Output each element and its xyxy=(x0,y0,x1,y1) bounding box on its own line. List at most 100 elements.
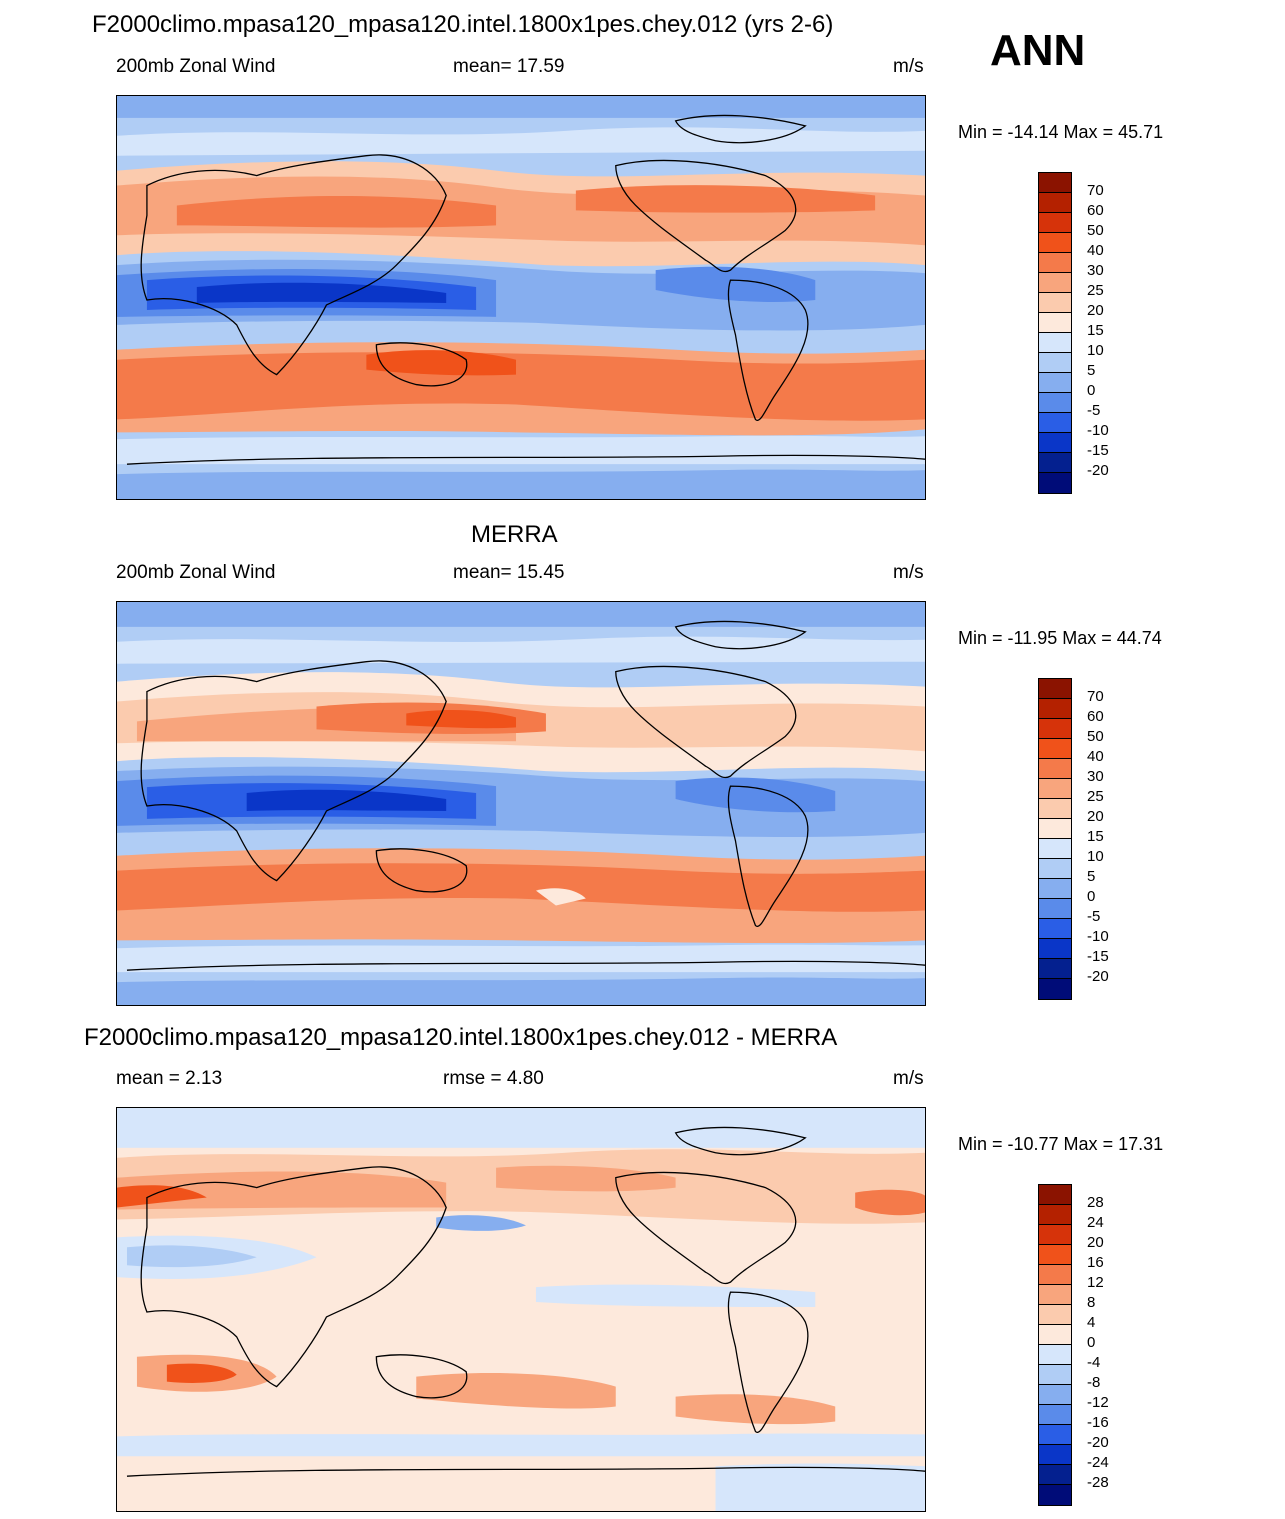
colorbar-diff xyxy=(1038,1184,1072,1506)
colorbar-level-label: 50 xyxy=(1087,728,1104,745)
colorbar-swatch xyxy=(1039,393,1071,413)
colorbar-level-label: -20 xyxy=(1087,1434,1109,1451)
colorbar-level-label: 15 xyxy=(1087,322,1104,339)
colorbar-swatch xyxy=(1039,193,1071,213)
colorbar-swatch xyxy=(1039,979,1071,999)
colorbar-level-label: 28 xyxy=(1087,1194,1104,1211)
colorbar-level-label: 50 xyxy=(1087,222,1104,239)
colorbar-level-label: 16 xyxy=(1087,1254,1104,1271)
colorbar-level-label: 40 xyxy=(1087,242,1104,259)
colorbar-swatch xyxy=(1039,1305,1071,1325)
colorbar-swatch xyxy=(1039,1225,1071,1245)
colorbar-level-label: -15 xyxy=(1087,948,1109,965)
colorbar-swatch xyxy=(1039,1325,1071,1345)
colorbar-level-label: -12 xyxy=(1087,1394,1109,1411)
colorbar-swatch xyxy=(1039,173,1071,193)
colorbar-level-label: -5 xyxy=(1087,402,1101,419)
colorbar-level-label: 30 xyxy=(1087,262,1104,279)
panel-minmax-obs: Min = -11.95 Max = 44.74 xyxy=(958,628,1162,648)
colorbar-swatch xyxy=(1039,213,1071,233)
colorbar-level-label: -4 xyxy=(1087,1354,1101,1371)
colorbar-swatch xyxy=(1039,1445,1071,1465)
colorbar-level-label: -20 xyxy=(1087,968,1109,985)
colorbar-swatch xyxy=(1039,273,1071,293)
colorbar-swatch xyxy=(1039,453,1071,473)
colorbar-swatch xyxy=(1039,233,1071,253)
panel-units-model: m/s xyxy=(893,56,924,77)
colorbar-level-label: 24 xyxy=(1087,1214,1104,1231)
colorbar-level-label: 0 xyxy=(1087,1334,1096,1351)
colorbar-swatch xyxy=(1039,839,1071,859)
colorbar-swatch xyxy=(1039,333,1071,353)
panel-units-diff: m/s xyxy=(893,1068,924,1089)
panel-left-label-obs: 200mb Zonal Wind xyxy=(116,562,276,583)
colorbar-swatch xyxy=(1039,799,1071,819)
colorbar-level-label: -20 xyxy=(1087,462,1109,479)
colorbar-level-label: -28 xyxy=(1087,1474,1109,1491)
colorbar-swatch xyxy=(1039,433,1071,453)
colorbar-level-label: 20 xyxy=(1087,808,1104,825)
panel-left-label-model: 200mb Zonal Wind xyxy=(116,56,276,77)
colorbar-swatch xyxy=(1039,1205,1071,1225)
panel-title-diff: F2000climo.mpasa120_mpasa120.intel.1800x… xyxy=(84,1024,838,1051)
panel-mean-obs: mean= 15.45 xyxy=(453,562,565,583)
map-obs xyxy=(116,601,926,1006)
colorbar-level-label: -16 xyxy=(1087,1414,1109,1431)
colorbar-swatch xyxy=(1039,1365,1071,1385)
colorbar-swatch xyxy=(1039,959,1071,979)
colorbar-level-label: 60 xyxy=(1087,202,1104,219)
colorbar-level-label: 10 xyxy=(1087,342,1104,359)
colorbar-level-label: 20 xyxy=(1087,1234,1104,1251)
colorbar-swatch xyxy=(1039,1385,1071,1405)
colorbar-level-label: 25 xyxy=(1087,282,1104,299)
colorbar-swatch xyxy=(1039,899,1071,919)
colorbar-swatch xyxy=(1039,1465,1071,1485)
colorbar-obs xyxy=(1038,678,1072,1000)
colorbar-swatch xyxy=(1039,1245,1071,1265)
panel-title-model: F2000climo.mpasa120_mpasa120.intel.1800x… xyxy=(92,11,834,38)
colorbar-swatch xyxy=(1039,939,1071,959)
map-diff xyxy=(116,1107,926,1512)
colorbar-swatch xyxy=(1039,739,1071,759)
panel-minmax-model: Min = -14.14 Max = 45.71 xyxy=(958,122,1164,142)
colorbar-level-label: -10 xyxy=(1087,928,1109,945)
colorbar-swatch xyxy=(1039,1285,1071,1305)
colorbar-level-label: 5 xyxy=(1087,868,1096,885)
colorbar-level-label: 70 xyxy=(1087,182,1104,199)
colorbar-level-label: 0 xyxy=(1087,888,1096,905)
colorbar-swatch xyxy=(1039,819,1071,839)
panel-rmse-diff: rmse = 4.80 xyxy=(443,1068,544,1089)
colorbar-level-label: 20 xyxy=(1087,302,1104,319)
colorbar-level-label: -10 xyxy=(1087,422,1109,439)
colorbar-level-label: -8 xyxy=(1087,1374,1101,1391)
colorbar-swatch xyxy=(1039,373,1071,393)
colorbar-swatch xyxy=(1039,293,1071,313)
colorbar-level-label: 30 xyxy=(1087,768,1104,785)
colorbar-swatch xyxy=(1039,919,1071,939)
season-label: ANN xyxy=(990,26,1086,75)
colorbar-swatch xyxy=(1039,353,1071,373)
colorbar-swatch xyxy=(1039,759,1071,779)
colorbar-swatch xyxy=(1039,719,1071,739)
panel-minmax-diff: Min = -10.77 Max = 17.31 xyxy=(958,1134,1164,1154)
colorbar-swatch xyxy=(1039,1345,1071,1365)
colorbar-level-label: 70 xyxy=(1087,688,1104,705)
colorbar-level-label: 15 xyxy=(1087,828,1104,845)
colorbar-swatch xyxy=(1039,1185,1071,1205)
panel-title-obs: MERRA xyxy=(471,521,558,548)
colorbar-level-label: 5 xyxy=(1087,362,1096,379)
colorbar-level-label: 12 xyxy=(1087,1274,1104,1291)
colorbar-swatch xyxy=(1039,1265,1071,1285)
colorbar-swatch xyxy=(1039,1405,1071,1425)
colorbar-level-label: -24 xyxy=(1087,1454,1109,1471)
colorbar-level-label: 0 xyxy=(1087,382,1096,399)
panel-mean-diff: mean = 2.13 xyxy=(116,1068,223,1089)
colorbar-level-label: -5 xyxy=(1087,908,1101,925)
map-model xyxy=(116,95,926,500)
panel-units-obs: m/s xyxy=(893,562,924,583)
panel-mean-model: mean= 17.59 xyxy=(453,56,565,77)
colorbar-swatch xyxy=(1039,1485,1071,1505)
colorbar-level-label: 40 xyxy=(1087,748,1104,765)
colorbar-swatch xyxy=(1039,413,1071,433)
colorbar-swatch xyxy=(1039,473,1071,493)
